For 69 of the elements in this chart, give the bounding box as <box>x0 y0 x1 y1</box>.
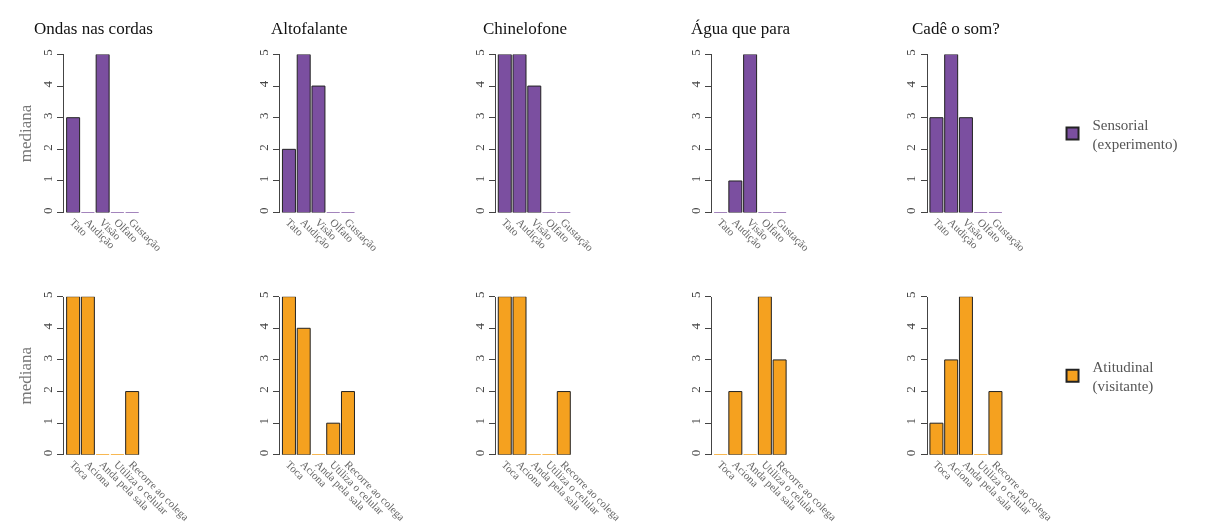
y-tick-label: 2 <box>687 386 703 393</box>
y-tick-label: 2 <box>903 386 919 393</box>
chart-title: Água que para <box>691 19 791 38</box>
y-tick-label: 1 <box>255 175 271 183</box>
chart-title: Chinelofone <box>483 19 568 38</box>
y-tick-label: 1 <box>255 418 271 425</box>
y-tick-label: 0 <box>255 449 271 457</box>
y-tick-label: 5 <box>471 49 487 56</box>
y-tick-label: 4 <box>687 80 703 88</box>
y-tick-label: 3 <box>40 112 56 119</box>
chart-title: Altofalante <box>271 19 348 38</box>
y-tick-label: 2 <box>40 386 56 393</box>
y-tick-label: 4 <box>40 80 56 88</box>
y-tick-label: 2 <box>40 144 56 151</box>
y-tick-label: 1 <box>903 175 919 183</box>
y-tick-label: 3 <box>687 112 703 119</box>
y-tick-label: 4 <box>255 80 271 88</box>
y-tick-label: 1 <box>40 418 56 425</box>
y-tick-label: 4 <box>255 322 271 330</box>
y-tick-label: 1 <box>471 175 487 183</box>
y-tick-label: 0 <box>40 207 56 214</box>
y-tick-label: 2 <box>471 386 487 393</box>
y-tick-label: 5 <box>471 291 487 298</box>
y-tick-label: 1 <box>471 418 487 425</box>
y-tick-label: 4 <box>471 322 487 330</box>
y-tick-label: 5 <box>903 291 919 298</box>
y-tick-label: 5 <box>687 291 703 298</box>
y-tick-label: 0 <box>903 207 919 214</box>
y-tick-label: 2 <box>687 144 703 151</box>
y-tick-label: 1 <box>903 418 919 425</box>
y-tick-label: 3 <box>903 112 919 119</box>
y-tick-label: 0 <box>471 449 487 457</box>
y-tick-label: 5 <box>255 291 271 298</box>
y-tick-label: 4 <box>687 322 703 330</box>
y-tick-label: 2 <box>903 144 919 151</box>
y-tick-label: 0 <box>903 449 919 457</box>
y-tick-label: 2 <box>255 386 271 393</box>
y-tick-label: 1 <box>687 175 703 183</box>
legend-label: Atitudinal (visitante) <box>1092 358 1154 396</box>
y-tick-label: 3 <box>40 354 56 362</box>
y-tick-label: 1 <box>687 418 703 425</box>
y-tick-label: 5 <box>40 49 56 56</box>
y-tick-label: 5 <box>687 49 703 56</box>
chart-title: Cadê o som? <box>912 19 1000 38</box>
y-tick-label: 5 <box>255 49 271 56</box>
y-tick-label: 4 <box>903 80 919 88</box>
y-tick-label: 4 <box>471 80 487 88</box>
y-tick-label: 0 <box>687 449 703 457</box>
y-tick-label: 4 <box>40 322 56 330</box>
y-tick-label: 3 <box>471 354 487 362</box>
y-axis-title: mediana <box>15 346 35 405</box>
y-tick-label: 0 <box>255 207 271 214</box>
y-tick-label: 0 <box>471 207 487 214</box>
y-tick-label: 3 <box>255 354 271 362</box>
y-tick-label: 0 <box>40 449 56 457</box>
y-tick-label: 2 <box>255 144 271 151</box>
y-tick-label: 3 <box>255 112 271 119</box>
chart-title: Ondas nas cordas <box>34 19 153 38</box>
y-tick-label: 5 <box>903 49 919 56</box>
y-tick-label: 0 <box>687 207 703 214</box>
legend-label: Sensorial (experimento) <box>1092 116 1178 154</box>
y-tick-label: 1 <box>40 175 56 183</box>
y-tick-label: 5 <box>40 291 56 298</box>
y-axis-title: mediana <box>15 104 35 163</box>
y-tick-label: 2 <box>471 144 487 151</box>
y-tick-label: 3 <box>471 112 487 119</box>
y-tick-label: 3 <box>687 354 703 362</box>
y-tick-label: 4 <box>903 322 919 330</box>
y-tick-label: 3 <box>903 354 919 362</box>
